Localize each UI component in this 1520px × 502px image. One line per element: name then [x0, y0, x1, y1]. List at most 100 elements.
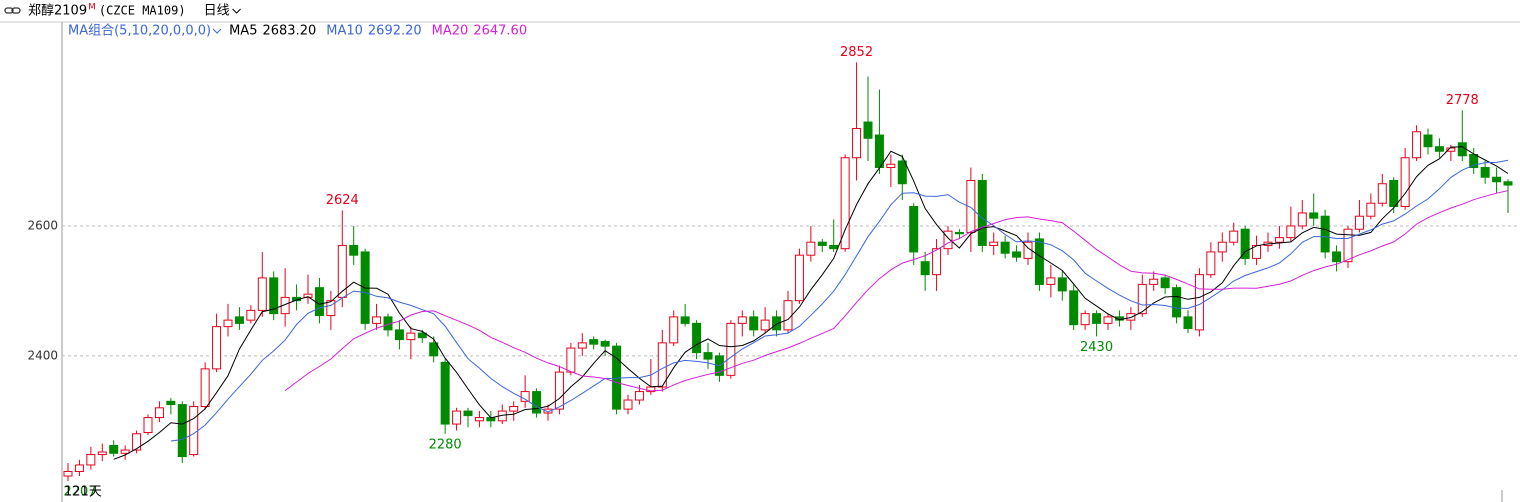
candle-body [417, 332, 427, 339]
candle-body [303, 293, 313, 298]
low-annotation: 2430 [1080, 340, 1113, 355]
candle-body [189, 406, 199, 456]
candle-body [1366, 202, 1376, 217]
candle-body [806, 241, 816, 256]
legend-name: MA20 [432, 24, 469, 39]
candle-body [474, 417, 484, 422]
candle-body [1034, 238, 1044, 285]
candle-body [1183, 316, 1193, 330]
day-count: 121天 [64, 485, 102, 500]
candle-body [326, 300, 336, 317]
header-bar [0, 0, 1520, 22]
candle-body [212, 326, 222, 370]
candle-body [1354, 215, 1364, 230]
candle-body [1080, 313, 1090, 326]
candle-body [749, 316, 759, 331]
legend-value: 2692.20 [368, 24, 422, 39]
candle-body [1457, 142, 1467, 157]
candle-body [852, 128, 862, 159]
candle-body [680, 316, 690, 324]
candle-body [1126, 313, 1136, 321]
candle-body [1046, 277, 1056, 285]
candle-body [200, 368, 210, 408]
candle-body [829, 244, 839, 250]
candle-body [840, 157, 850, 250]
candle-body [269, 277, 279, 315]
candle-body [429, 342, 439, 357]
candle-body [166, 400, 176, 406]
ma-line [284, 190, 1509, 392]
candle-body [1069, 290, 1079, 326]
candle-body [612, 345, 622, 410]
candle-body [532, 391, 542, 414]
candle-body [669, 316, 679, 344]
ma-line [170, 159, 1509, 442]
low-annotation: 2280 [429, 437, 462, 452]
candle-body [954, 231, 964, 235]
candle-body [1446, 147, 1456, 152]
candle-body [63, 470, 73, 477]
candle-body [440, 361, 450, 425]
candle-body [1480, 166, 1490, 178]
candle-body [520, 391, 530, 402]
candles [67, 62, 1509, 482]
period-selector[interactable]: 日线 [204, 4, 230, 19]
candle-body [109, 444, 119, 454]
indicator-selector[interactable]: MA组合(5,10,20,0,0,0) [68, 24, 211, 39]
candle-body [577, 342, 587, 349]
candle-body [1274, 237, 1284, 243]
candle-body [394, 329, 404, 341]
contract-title: 郑醇2109 [28, 3, 87, 19]
candle-body [1240, 228, 1250, 259]
candle-body [132, 433, 142, 451]
contract-code: (CZCE MA109) [99, 4, 186, 18]
candle-body [1309, 212, 1319, 219]
candle-body [772, 316, 782, 331]
candle-body [783, 300, 793, 331]
candle-body [349, 244, 359, 256]
candle-body [1332, 251, 1342, 263]
candle-body [463, 410, 473, 417]
y-tick-label: 2400 [27, 348, 58, 362]
candle-body [932, 248, 942, 276]
candle-body [1229, 230, 1239, 243]
legend-value: 2683.20 [262, 24, 316, 39]
candle-body [246, 309, 256, 321]
candle-body [1389, 179, 1399, 207]
candle-body [223, 319, 233, 328]
candle-body [726, 322, 736, 376]
candle-body [1000, 241, 1010, 254]
candle-body [120, 449, 130, 454]
candle-body [1492, 176, 1502, 183]
candle-body [97, 451, 107, 456]
candle-body [1172, 287, 1182, 318]
candle-body [143, 417, 153, 434]
candle-body [1400, 157, 1410, 207]
candle-body [1320, 215, 1330, 253]
candle-body [897, 160, 907, 185]
candle-body [314, 287, 324, 317]
candle-body [1469, 154, 1479, 168]
candle-body [623, 399, 633, 410]
link-icon[interactable] [4, 7, 21, 14]
candle-body [874, 134, 884, 168]
ma-line [113, 146, 1509, 460]
high-annotation: 2778 [1446, 93, 1479, 108]
candle-body [634, 391, 644, 401]
candle-body [863, 121, 873, 139]
candle-body [760, 319, 770, 331]
candle-body [1217, 241, 1227, 253]
candle-body [1149, 278, 1159, 285]
dropdown-arrow [232, 8, 241, 14]
candle-body [657, 342, 667, 388]
dropdown-arrow [212, 28, 222, 34]
candle-body [554, 371, 564, 410]
legend-name: MA10 [326, 24, 363, 39]
contract-badge: M [88, 3, 96, 13]
candle-body [692, 322, 702, 354]
candle-body [1503, 181, 1513, 186]
candle-body [909, 205, 919, 253]
candle-body [1092, 313, 1102, 324]
candle-body [1286, 225, 1296, 239]
